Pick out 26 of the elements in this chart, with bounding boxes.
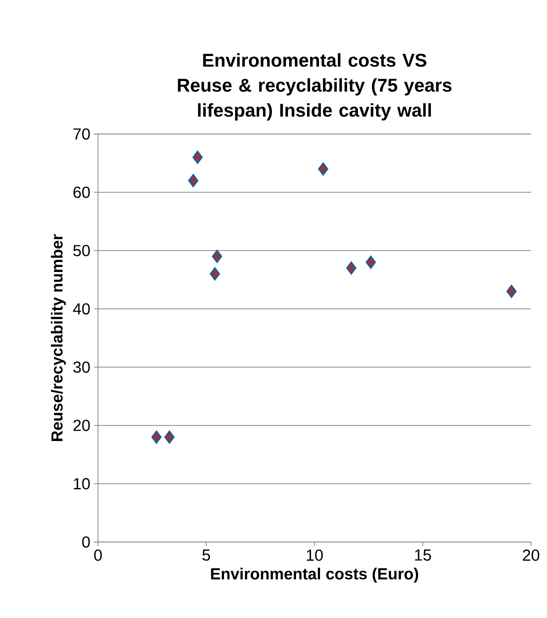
y-tick-label: 20 bbox=[73, 420, 90, 432]
x-tick-label: 0 bbox=[94, 550, 102, 561]
point bbox=[346, 261, 356, 275]
x-axis-title: Environmental costs (Euro) bbox=[211, 568, 418, 583]
point bbox=[506, 284, 517, 298]
x-tick-label: 20 bbox=[522, 550, 540, 561]
y-tick-label: 60 bbox=[73, 186, 90, 198]
point bbox=[164, 430, 175, 444]
y-axis-title: Reuse/recyclability number bbox=[50, 234, 66, 441]
y-tick-label: 30 bbox=[73, 361, 90, 373]
point bbox=[212, 250, 222, 263]
y-tick-label: 70 bbox=[73, 128, 90, 140]
point bbox=[188, 174, 198, 188]
chart-title: Environomental costs VS Reuse & recyclability (75 years lifespan) Inside cavity wall bbox=[178, 53, 452, 120]
x-tick-label: 5 bbox=[202, 550, 210, 561]
y-tick-label: 10 bbox=[74, 478, 90, 490]
point bbox=[151, 430, 162, 444]
point bbox=[192, 150, 203, 164]
point bbox=[210, 267, 220, 280]
y-tick-label: 40 bbox=[73, 303, 90, 315]
y-tick-label: 50 bbox=[73, 244, 90, 256]
point bbox=[366, 256, 376, 269]
x-tick-label: 15 bbox=[415, 550, 431, 561]
y-tick-label: 0 bbox=[82, 536, 90, 548]
x-tick-label: 10 bbox=[306, 550, 323, 561]
point bbox=[318, 162, 328, 176]
